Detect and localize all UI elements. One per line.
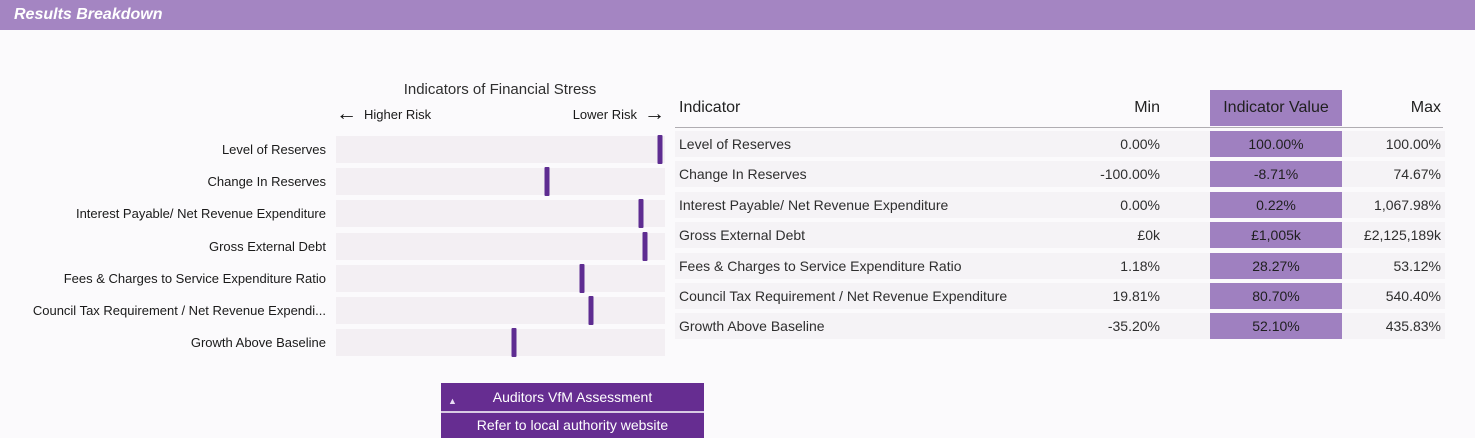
chart-title: Indicators of Financial Stress	[403, 81, 597, 98]
risk-axis: ← Higher Risk Lower Risk →	[336, 102, 665, 126]
table-header-divider	[675, 127, 1443, 128]
chart-marker	[579, 263, 585, 293]
collapse-arrow-icon[interactable]: ▲	[448, 396, 457, 406]
vfm-assessment-label: Auditors VfM Assessment	[492, 389, 653, 405]
chart-row: Council Tax Requirement / Net Revenue Ex…	[0, 295, 665, 325]
chart-strip	[336, 167, 665, 197]
table-row: Growth Above Baseline -35.20% 52.10% 435…	[675, 313, 1445, 340]
cell-min: £0k	[1137, 227, 1160, 244]
cell-max: 435.83%	[1385, 318, 1441, 335]
chart-marker	[638, 199, 644, 229]
cell-min: 1.18%	[1120, 257, 1160, 274]
cell-indicator-value: 52.10%	[1210, 313, 1342, 340]
local-authority-link[interactable]: Refer to local authority website	[476, 417, 669, 433]
table-row: Level of Reserves 0.00% 100.00% 100.00%	[675, 131, 1445, 157]
higher-risk-label: Higher Risk	[364, 106, 432, 122]
cell-indicator: Gross External Debt	[679, 227, 806, 244]
chart-marker	[544, 167, 550, 197]
cell-max: 1,067.98%	[1374, 196, 1441, 213]
chart-row-label: Gross External Debt	[208, 238, 326, 254]
col-header-indicator-value: Indicator Value	[1210, 90, 1342, 126]
cell-min: 0.00%	[1120, 196, 1160, 213]
indicator-table: Indicator Min Indicator Value Max Level …	[675, 88, 1445, 340]
cell-indicator: Council Tax Requirement / Net Revenue Ex…	[679, 287, 1008, 304]
chart-strip	[336, 263, 665, 293]
chart-rows: Level of Reserves Change In Reserves Int…	[0, 135, 665, 358]
page-title: Results Breakdown	[14, 6, 163, 23]
cell-max: 540.40%	[1385, 287, 1441, 304]
chart-row: Growth Above Baseline	[0, 328, 665, 358]
cell-indicator: Fees & Charges to Service Expenditure Ra…	[679, 257, 962, 274]
chart-row-label: Council Tax Requirement / Net Revenue Ex…	[32, 302, 326, 318]
col-header-max: Max	[1410, 99, 1441, 116]
chart-row-label: Growth Above Baseline	[190, 335, 326, 351]
vfm-assessment-box: ▲ Auditors VfM Assessment Refer to local…	[441, 383, 704, 438]
col-header-indicator: Indicator	[679, 99, 741, 116]
cell-indicator: Interest Payable/ Net Revenue Expenditur…	[679, 196, 949, 213]
cell-indicator-value: 0.22%	[1210, 191, 1342, 218]
right-arrow-icon: →	[644, 102, 665, 125]
table-row: Change In Reserves -100.00% -8.71% 74.67…	[675, 161, 1445, 188]
cell-max: £2,125,189k	[1363, 227, 1441, 244]
chart-strip	[336, 231, 665, 261]
cell-indicator-value: 80.70%	[1210, 282, 1342, 309]
chart-row: Change In Reserves	[0, 167, 665, 197]
cell-min: 0.00%	[1120, 136, 1160, 152]
cell-max: 74.67%	[1393, 166, 1441, 183]
table-row: Council Tax Requirement / Net Revenue Ex…	[675, 282, 1445, 309]
chart-strip	[336, 328, 665, 358]
header-bar: Results Breakdown	[0, 0, 1475, 30]
cell-min: -35.20%	[1107, 318, 1160, 335]
chart-marker	[588, 295, 594, 325]
content-area: Indicators of Financial Stress ← Higher …	[0, 38, 1475, 438]
cell-indicator-value: 100.00%	[1210, 131, 1342, 157]
cell-indicator: Change In Reserves	[679, 166, 807, 183]
table-rows: Level of Reserves 0.00% 100.00% 100.00% …	[675, 131, 1445, 340]
table-row: Gross External Debt £0k £1,005k £2,125,1…	[675, 222, 1445, 249]
cell-indicator: Level of Reserves	[679, 136, 792, 152]
chart-row-label: Change In Reserves	[207, 174, 326, 190]
lower-risk-label: Lower Risk	[572, 106, 637, 122]
cell-min: 19.81%	[1112, 287, 1160, 304]
cell-indicator-value: -8.71%	[1210, 161, 1342, 188]
chart-marker	[657, 135, 663, 164]
chart-row-label: Fees & Charges to Service Expenditure Ra…	[63, 270, 326, 286]
left-arrow-icon: ←	[336, 102, 357, 125]
chart-row: Interest Payable/ Net Revenue Expenditur…	[0, 199, 665, 229]
chart-strip	[336, 295, 665, 325]
cell-indicator-value: £1,005k	[1210, 222, 1342, 249]
chart-marker	[511, 328, 517, 358]
chart-row-label: Interest Payable/ Net Revenue Expenditur…	[75, 206, 326, 222]
chart-row: Gross External Debt	[0, 231, 665, 261]
col-header-min: Min	[1134, 99, 1160, 116]
chart-row: Fees & Charges to Service Expenditure Ra…	[0, 263, 665, 293]
vfm-assessment-toggle[interactable]: ▲ Auditors VfM Assessment	[441, 383, 704, 411]
cell-indicator: Growth Above Baseline	[679, 318, 825, 335]
chart-row: Level of Reserves	[0, 135, 665, 164]
higher-risk-group: ← Higher Risk	[336, 102, 432, 125]
cell-max: 53.12%	[1393, 257, 1441, 274]
chart-strip	[336, 199, 665, 229]
chart-strip	[336, 135, 665, 164]
lower-risk-group: Lower Risk →	[572, 102, 665, 125]
cell-min: -100.00%	[1100, 166, 1160, 183]
table-header: Indicator Min Indicator Value Max	[675, 88, 1445, 127]
cell-indicator-value: 28.27%	[1210, 252, 1342, 279]
table-row: Fees & Charges to Service Expenditure Ra…	[675, 252, 1445, 279]
table-row: Interest Payable/ Net Revenue Expenditur…	[675, 191, 1445, 218]
chart-marker	[642, 231, 648, 261]
cell-max: 100.00%	[1385, 136, 1441, 152]
chart-row-label: Level of Reserves	[221, 142, 326, 157]
